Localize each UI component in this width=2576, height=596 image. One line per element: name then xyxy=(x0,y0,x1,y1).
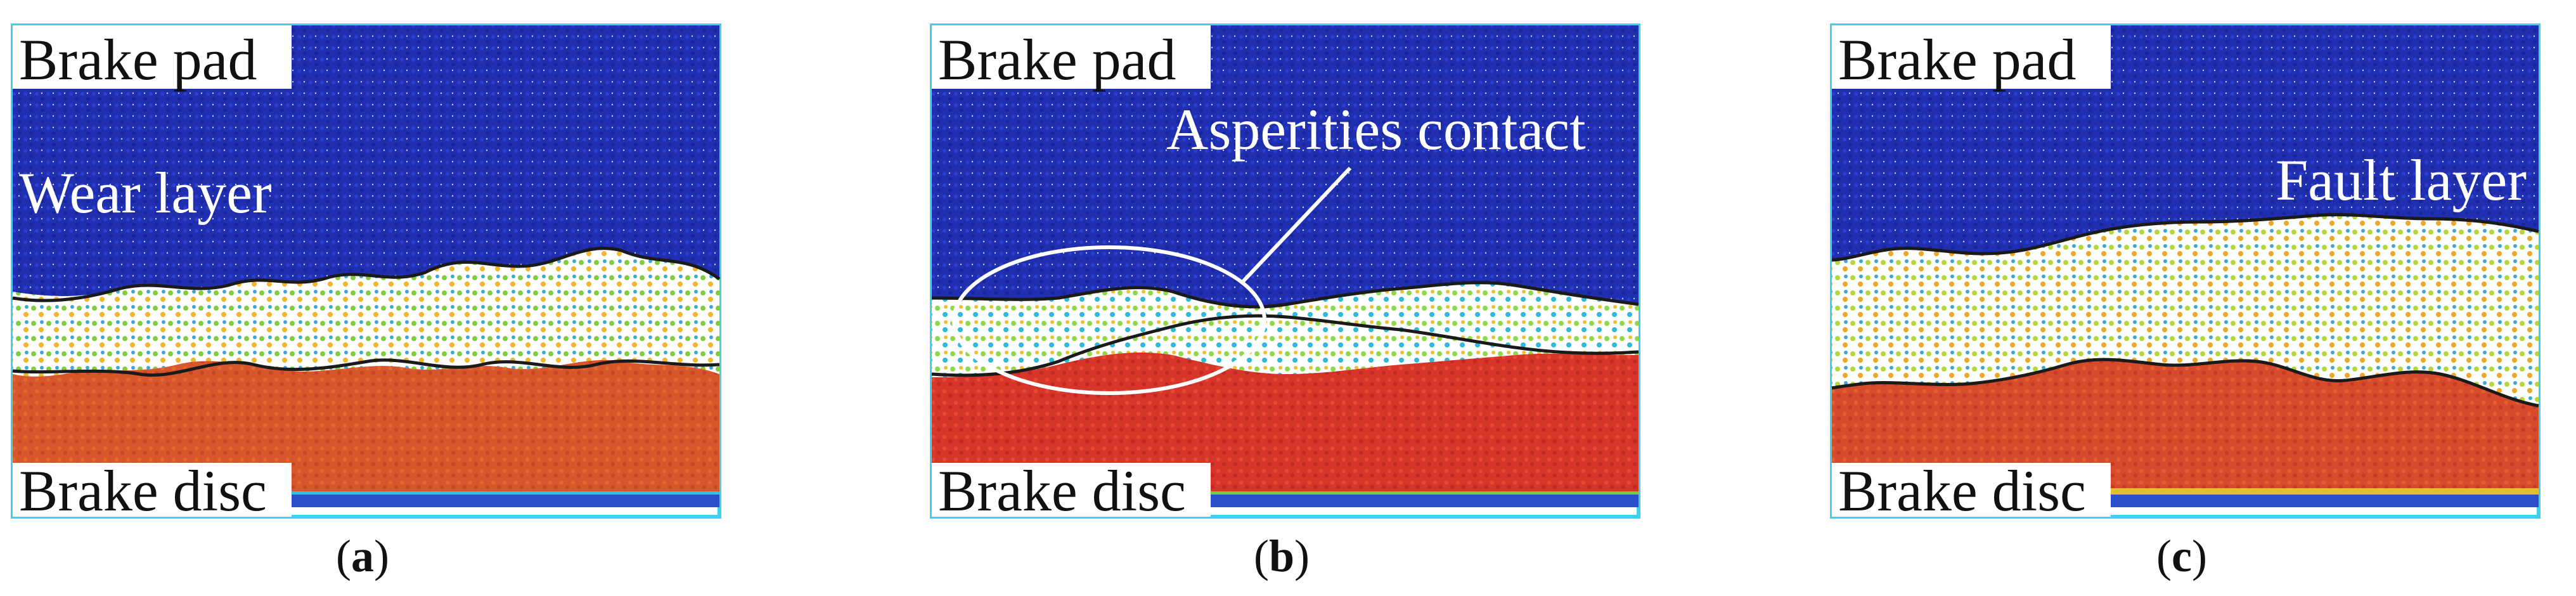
brake-pad-label: Brake pad xyxy=(19,27,257,92)
caption-b: (b) xyxy=(1253,531,1310,581)
disc-base-edge xyxy=(292,491,719,495)
disc-base-edge xyxy=(1211,491,1639,495)
panel-a: Brake pad Brake disc Wear layer (a) xyxy=(0,0,748,581)
panel-b: Brake pad Brake disc Asperities contact … xyxy=(919,0,1667,581)
panel-a-figure: Brake pad Brake disc Wear layer xyxy=(11,23,721,523)
fault-layer-annotation: Fault layer xyxy=(2276,148,2527,212)
lower-boundary-line xyxy=(12,358,720,377)
lower-boundary-line xyxy=(1831,358,2539,408)
lower-boundary-line xyxy=(931,314,1639,377)
wear-layer-annotation: Wear layer xyxy=(19,160,272,225)
contact-interface-region xyxy=(932,282,1639,377)
caption-letter: c xyxy=(2172,531,2192,581)
bottom-label-bg xyxy=(13,463,292,517)
bottom-label-bg xyxy=(1832,463,2111,517)
caption-a: (a) xyxy=(336,531,389,581)
brake-disc-label: Brake disc xyxy=(1838,458,2086,523)
disc-base-strip xyxy=(1211,493,1639,507)
panel-c: Brake pad Brake disc Fault layer (c) xyxy=(1819,0,2567,581)
panel-b-figure: Brake pad Brake disc Asperities contact xyxy=(930,23,1640,523)
fault-interface-region xyxy=(1832,214,2539,406)
brake-pad-label: Brake pad xyxy=(1838,27,2077,92)
asperities-ellipse xyxy=(952,245,1266,395)
asperities-pointer-line xyxy=(1240,166,1352,284)
top-label-bg xyxy=(1832,25,2111,89)
top-label-bg xyxy=(932,25,1211,89)
panel-c-figure: Brake pad Brake disc Fault layer xyxy=(1830,23,2541,523)
wear-interface-region xyxy=(13,248,719,377)
asperities-annotation: Asperities contact xyxy=(1166,97,1586,162)
upper-boundary-line xyxy=(931,281,1639,309)
disc-base-strip xyxy=(292,493,719,507)
top-label-bg xyxy=(13,25,292,89)
caption-letter: b xyxy=(1268,531,1295,581)
upper-boundary-line xyxy=(12,247,721,302)
brake-disc-label: Brake disc xyxy=(19,458,267,523)
bottom-label-bg xyxy=(932,463,1211,517)
brake-pad-region xyxy=(13,25,719,296)
caption-c: (c) xyxy=(2156,531,2207,581)
brake-pad-region xyxy=(932,25,1639,307)
brake-disc-label: Brake disc xyxy=(938,458,1186,523)
caption-letter: a xyxy=(351,531,374,581)
upper-boundary-line xyxy=(1831,213,2539,262)
brake-pad-label: Brake pad xyxy=(938,27,1176,92)
disc-base-edge xyxy=(2111,488,2539,495)
disc-base-strip xyxy=(2111,493,2539,507)
